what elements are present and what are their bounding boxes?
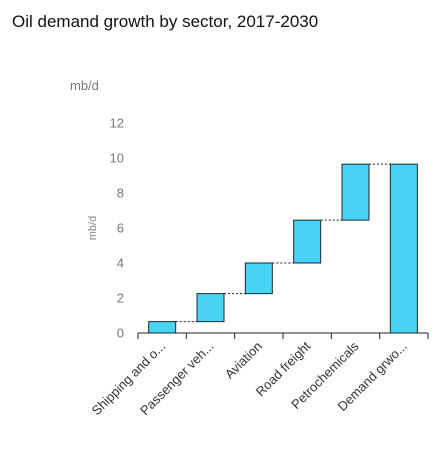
waterfall-bar: [341, 163, 370, 221]
y-axis-label: mb/d: [87, 216, 99, 240]
waterfall-bar: [244, 262, 273, 295]
y-tick-label: 10: [110, 151, 124, 166]
connector-layer: [175, 163, 391, 323]
y-tick-label: 0: [117, 326, 124, 341]
axis-layer: [137, 332, 429, 339]
y-tick-label: 8: [117, 186, 124, 201]
unit-label: mb/d: [70, 78, 99, 93]
y-tick-label: 2: [117, 291, 124, 306]
chart-title: Oil demand growth by sector, 2017-2030: [12, 12, 319, 31]
y-tick-label: 12: [110, 116, 124, 131]
y-tick-label: 6: [117, 221, 124, 236]
waterfall-bar: [196, 293, 225, 323]
bar-layer: [148, 163, 418, 334]
y-tick-label: 4: [117, 256, 124, 271]
x-category-label: Aviation: [222, 339, 265, 382]
waterfall-bar: [293, 219, 322, 264]
waterfall-bar: [148, 321, 177, 334]
waterfall-bar: [389, 163, 418, 334]
